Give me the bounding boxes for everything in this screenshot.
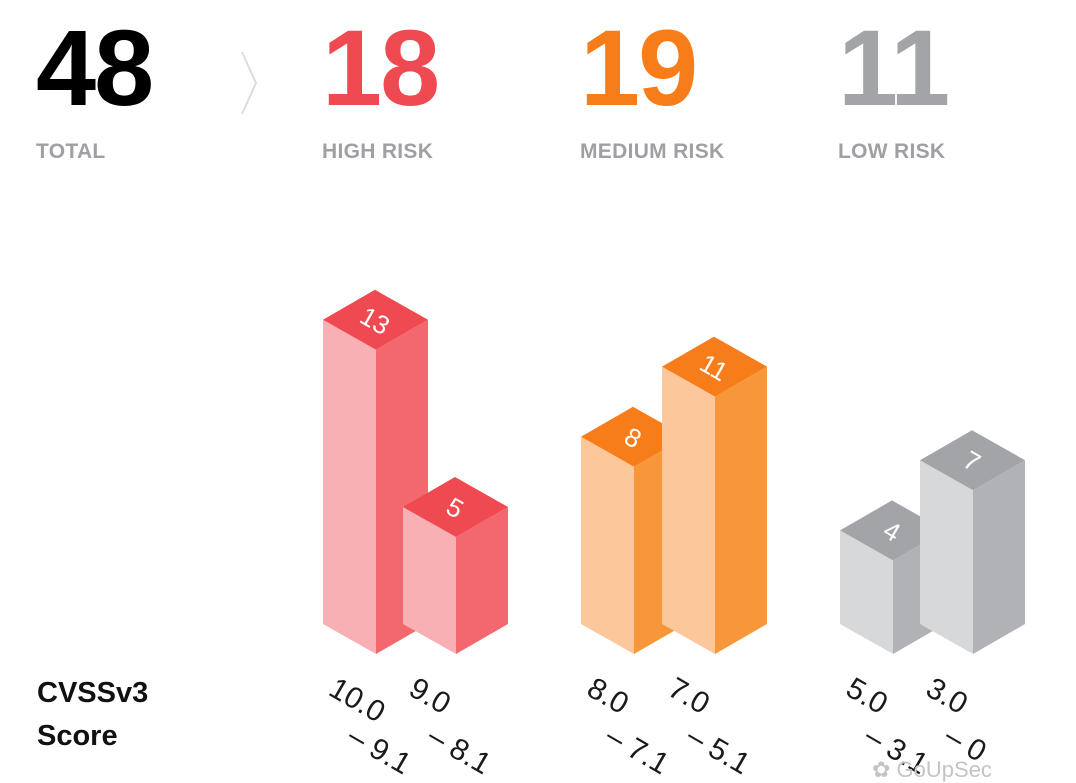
total-count: 48 <box>36 7 154 128</box>
wechat-icon: ✿ <box>872 757 897 782</box>
bar-side <box>715 366 767 654</box>
bar-top <box>581 406 686 467</box>
bar-front <box>840 530 893 654</box>
low-risk-count: 11 <box>838 7 950 128</box>
bar-top <box>403 477 508 537</box>
medium-risk-count: 19 <box>580 7 698 128</box>
bar-front <box>581 436 634 654</box>
high-risk-count: 18 <box>322 7 440 128</box>
axis-label-line2: Score <box>37 720 118 752</box>
bar-top <box>840 500 945 561</box>
medium-risk-label: MEDIUM RISK <box>580 140 725 163</box>
bar-front <box>323 319 376 654</box>
chevron-right-icon <box>241 51 258 115</box>
bar-top <box>662 336 767 397</box>
bar-3: 11 <box>662 336 767 654</box>
bar-5: 7 <box>920 430 1025 654</box>
bar-front <box>662 366 715 654</box>
bar-side <box>973 460 1025 654</box>
bar-front <box>403 507 456 654</box>
bar-top <box>323 289 428 350</box>
bar-1: 5 <box>403 477 508 654</box>
low-risk-label: LOW RISK <box>838 140 946 163</box>
axis-label-line1: CVSSv3 <box>37 677 149 709</box>
bar-side <box>456 507 508 654</box>
watermark: ✿ GoUpSec <box>872 757 992 782</box>
high-risk-label: HIGH RISK <box>322 140 434 163</box>
bar-top <box>920 430 1025 491</box>
bar-front <box>920 460 973 654</box>
total-label: TOTAL <box>36 140 106 163</box>
